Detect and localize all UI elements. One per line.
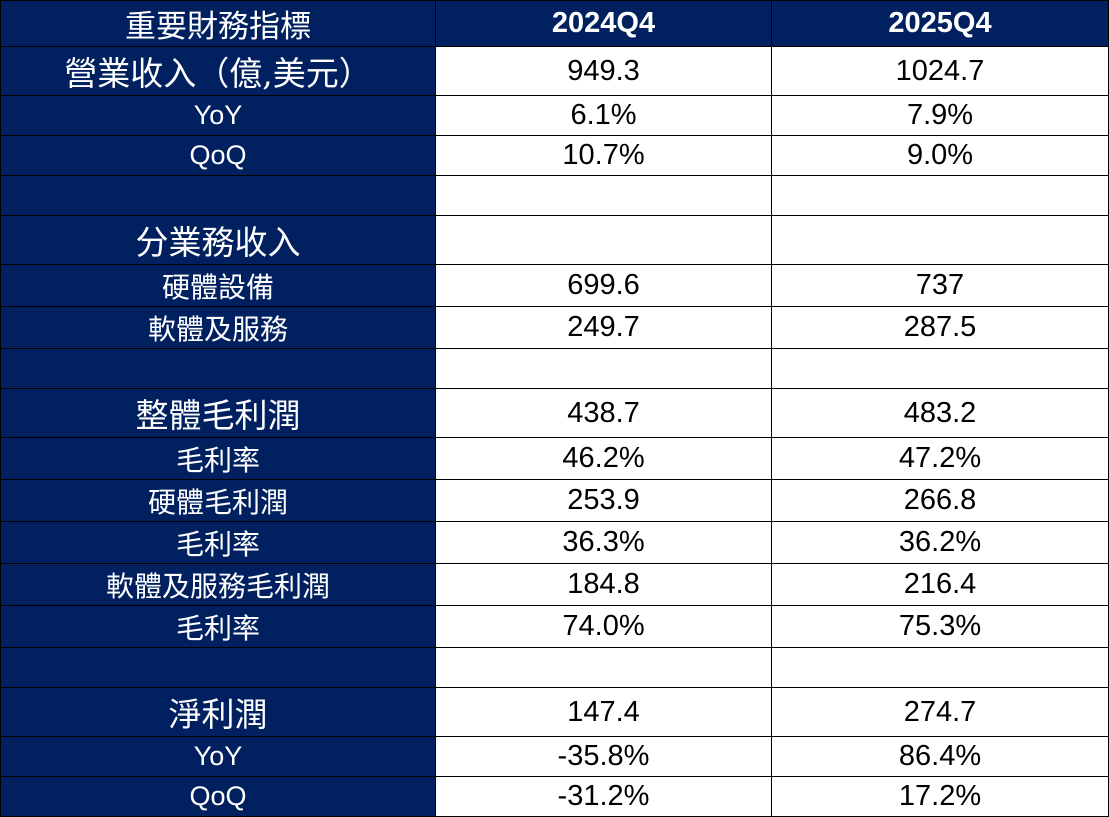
cell-2024q4: [435, 215, 772, 265]
cell-2025q4: 1024.7: [771, 46, 1109, 96]
cell-2025q4: 47.2%: [771, 437, 1109, 480]
cell-2025q4: 17.2%: [771, 776, 1109, 817]
row-label: [0, 175, 436, 216]
table-row-revenue-yoy: YoY 6.1% 7.9%: [0, 95, 1109, 136]
cell-2024q4: 184.8: [435, 563, 772, 606]
table-row-hardware-gross-margin: 毛利率 36.3% 36.2%: [0, 521, 1109, 564]
cell-2025q4: 274.7: [771, 687, 1109, 737]
row-label: YoY: [0, 736, 436, 777]
header-row: 重要財務指標 2024Q4 2025Q4: [0, 0, 1109, 47]
table-row-blank: [0, 175, 1109, 216]
cell-2025q4: [771, 175, 1109, 216]
row-label: 硬體毛利潤: [0, 479, 436, 522]
cell-2025q4: [771, 215, 1109, 265]
table-row-hardware-gross-profit: 硬體毛利潤 253.9 266.8: [0, 479, 1109, 522]
cell-2025q4: 75.3%: [771, 605, 1109, 648]
cell-2025q4: 86.4%: [771, 736, 1109, 777]
row-label: 毛利率: [0, 605, 436, 648]
cell-2024q4: 6.1%: [435, 95, 772, 136]
cell-2024q4: [435, 348, 772, 389]
cell-2024q4: 949.3: [435, 46, 772, 96]
table-row-segment-revenue: 分業務收入: [0, 215, 1109, 265]
table-row-net-profit-qoq: QoQ -31.2% 17.2%: [0, 776, 1109, 817]
row-label: 分業務收入: [0, 215, 436, 265]
cell-2024q4: 699.6: [435, 264, 772, 307]
table-row-gross-margin: 毛利率 46.2% 47.2%: [0, 437, 1109, 480]
row-label: 營業收入（億,美元）: [0, 46, 436, 96]
cell-2024q4: 46.2%: [435, 437, 772, 480]
cell-2024q4: 10.7%: [435, 135, 772, 176]
cell-2025q4: 7.9%: [771, 95, 1109, 136]
cell-2024q4: [435, 175, 772, 216]
table-row-blank: [0, 647, 1109, 688]
table-row-hardware: 硬體設備 699.6 737: [0, 264, 1109, 307]
table-row-gross-profit: 整體毛利潤 438.7 483.2: [0, 388, 1109, 438]
row-label: 整體毛利潤: [0, 388, 436, 438]
cell-2025q4: 287.5: [771, 306, 1109, 349]
cell-2024q4: 36.3%: [435, 521, 772, 564]
cell-2024q4: 253.9: [435, 479, 772, 522]
row-label: YoY: [0, 95, 436, 136]
table-row-revenue: 營業收入（億,美元） 949.3 1024.7: [0, 46, 1109, 96]
table-row-revenue-qoq: QoQ 10.7% 9.0%: [0, 135, 1109, 176]
row-label: [0, 647, 436, 688]
table-row-software-gross-margin: 毛利率 74.0% 75.3%: [0, 605, 1109, 648]
row-label: 毛利率: [0, 437, 436, 480]
table-row-net-profit-yoy: YoY -35.8% 86.4%: [0, 736, 1109, 777]
cell-2025q4: 266.8: [771, 479, 1109, 522]
cell-2025q4: 483.2: [771, 388, 1109, 438]
cell-2025q4: 36.2%: [771, 521, 1109, 564]
row-label: 硬體設備: [0, 264, 436, 307]
cell-2024q4: [435, 647, 772, 688]
column-header-2025q4: 2025Q4: [771, 0, 1109, 47]
column-header-2024q4: 2024Q4: [435, 0, 772, 47]
cell-2025q4: [771, 647, 1109, 688]
cell-2024q4: -31.2%: [435, 776, 772, 817]
cell-2024q4: 249.7: [435, 306, 772, 349]
row-label: 軟體及服務毛利潤: [0, 563, 436, 606]
row-label: QoQ: [0, 776, 436, 817]
row-label: QoQ: [0, 135, 436, 176]
cell-2024q4: 74.0%: [435, 605, 772, 648]
row-label: 軟體及服務: [0, 306, 436, 349]
table-row-net-profit: 淨利潤 147.4 274.7: [0, 687, 1109, 737]
row-label: [0, 348, 436, 389]
table-row-software-services: 軟體及服務 249.7 287.5: [0, 306, 1109, 349]
cell-2025q4: 9.0%: [771, 135, 1109, 176]
table-row-software-gross-profit: 軟體及服務毛利潤 184.8 216.4: [0, 563, 1109, 606]
cell-2024q4: 438.7: [435, 388, 772, 438]
cell-2024q4: -35.8%: [435, 736, 772, 777]
row-label: 毛利率: [0, 521, 436, 564]
table-row-blank: [0, 348, 1109, 389]
cell-2025q4: 216.4: [771, 563, 1109, 606]
row-label: 淨利潤: [0, 687, 436, 737]
cell-2025q4: 737: [771, 264, 1109, 307]
cell-2025q4: [771, 348, 1109, 389]
table-title: 重要財務指標: [0, 0, 436, 47]
cell-2024q4: 147.4: [435, 687, 772, 737]
